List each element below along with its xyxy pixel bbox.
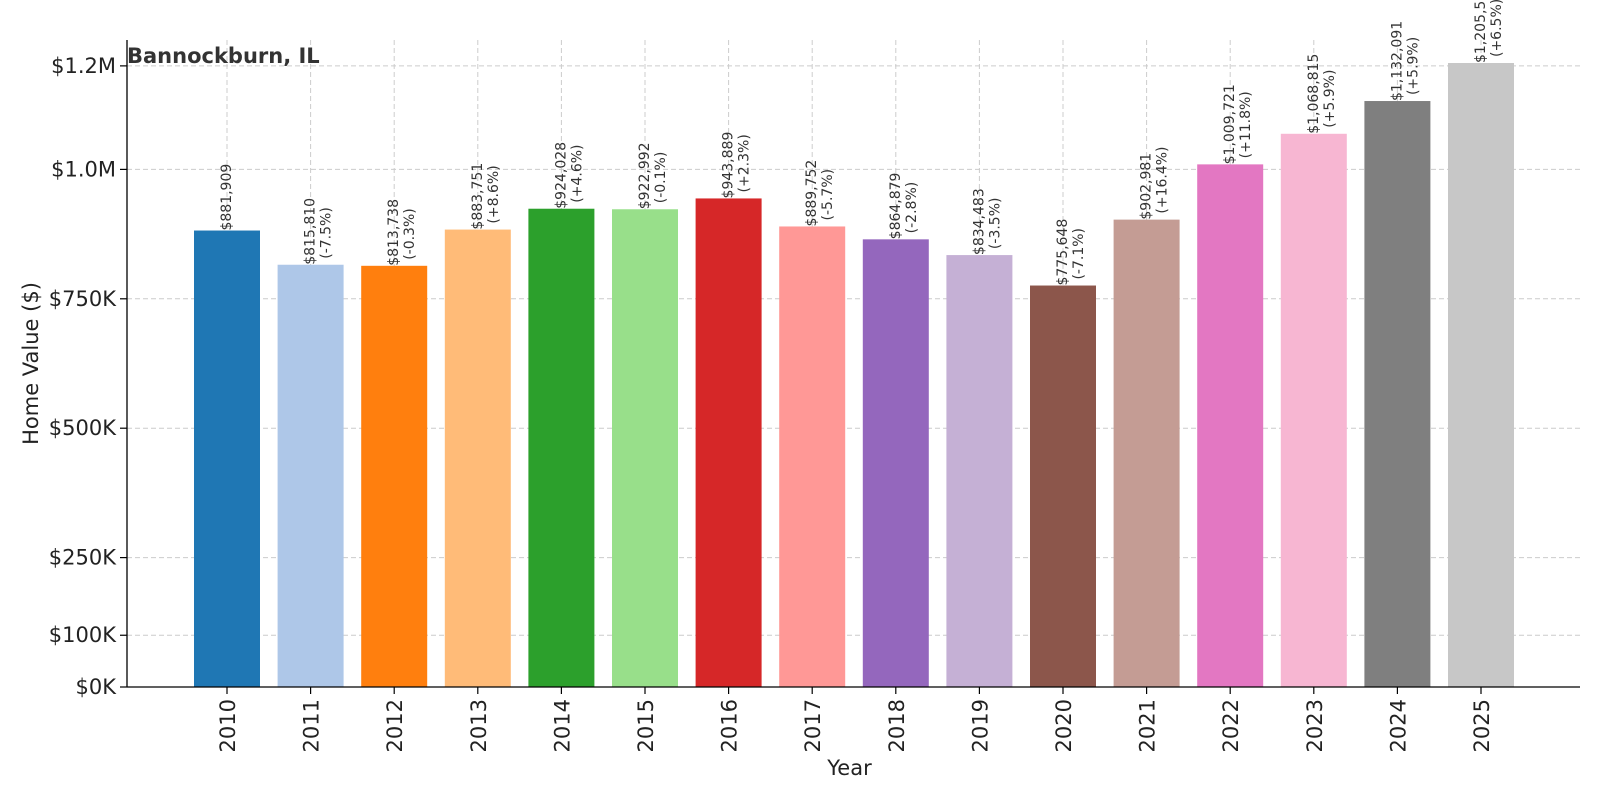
bar bbox=[946, 255, 1013, 687]
y-tick-label: $250K bbox=[49, 546, 117, 570]
bar bbox=[862, 239, 929, 687]
y-tick-label: $1.2M bbox=[51, 54, 116, 78]
bar bbox=[444, 229, 511, 687]
bar bbox=[1113, 219, 1180, 687]
grid-lines bbox=[127, 40, 1580, 687]
bar bbox=[1197, 164, 1264, 687]
data-labels: $881,909 $815,810 (-7.5%) $813,738 (-0.3%) $8… bbox=[219, 0, 1505, 286]
value-label: $813,738 bbox=[386, 199, 402, 266]
change-label: (+4.6%) bbox=[569, 144, 585, 202]
x-tick-label: 2025 bbox=[1470, 699, 1494, 752]
change-label: (+6.5%) bbox=[1489, 0, 1505, 57]
change-label: (+2.3%) bbox=[737, 134, 753, 192]
y-tick-label: $500K bbox=[49, 416, 117, 440]
x-tick-label: 2013 bbox=[467, 699, 491, 752]
value-label: $1,009,721 bbox=[1222, 84, 1238, 164]
value-label: $815,810 bbox=[303, 198, 319, 265]
x-tick-label: 2019 bbox=[968, 699, 992, 752]
value-label: $902,981 bbox=[1139, 153, 1155, 220]
value-label: $924,028 bbox=[553, 142, 569, 209]
bar bbox=[1280, 133, 1347, 687]
x-tick-label: 2012 bbox=[383, 699, 407, 752]
value-label: $889,752 bbox=[804, 160, 820, 227]
bar bbox=[1030, 285, 1096, 687]
bar bbox=[277, 264, 344, 687]
bar bbox=[695, 198, 762, 687]
value-label: $1,068,815 bbox=[1306, 54, 1322, 134]
value-label: $834,483 bbox=[971, 188, 987, 255]
change-label: (-7.1%) bbox=[1071, 228, 1087, 280]
bar bbox=[194, 230, 260, 687]
change-label: (-3.5%) bbox=[987, 198, 1003, 250]
chart-title: Bannockburn, IL bbox=[127, 44, 320, 68]
value-label: $1,205,551 bbox=[1473, 0, 1489, 63]
x-axis-label: Year bbox=[826, 756, 872, 780]
x-tick-label: 2014 bbox=[550, 699, 574, 752]
x-tick-label: 2020 bbox=[1052, 699, 1076, 752]
value-label: $775,648 bbox=[1055, 219, 1071, 286]
x-tick-label: 2010 bbox=[216, 699, 240, 752]
bar bbox=[1364, 101, 1431, 687]
y-tick-label: $0K bbox=[76, 675, 118, 699]
change-label: (+5.9%) bbox=[1322, 70, 1338, 128]
bar bbox=[1448, 63, 1514, 688]
x-tick-label: 2015 bbox=[634, 699, 658, 752]
y-tick-label: $750K bbox=[49, 287, 117, 311]
change-label: (+8.6%) bbox=[486, 165, 502, 223]
change-label: (+11.8%) bbox=[1238, 91, 1254, 158]
value-label: $864,879 bbox=[888, 173, 904, 240]
y-tick-label: $1.0M bbox=[51, 157, 116, 181]
x-tick-label: 2023 bbox=[1303, 699, 1327, 752]
value-label: $1,132,091 bbox=[1389, 21, 1405, 101]
x-tick-label: 2022 bbox=[1219, 699, 1243, 752]
value-label: $922,992 bbox=[637, 142, 653, 209]
x-tick-label: 2016 bbox=[718, 699, 742, 752]
value-label: $881,909 bbox=[219, 164, 235, 231]
x-tick-label: 2011 bbox=[300, 699, 324, 752]
x-tick-label: 2021 bbox=[1136, 699, 1160, 752]
change-label: (-7.5%) bbox=[319, 207, 335, 259]
change-label: (+16.4%) bbox=[1155, 146, 1171, 213]
change-label: (-2.8%) bbox=[904, 182, 920, 234]
bar bbox=[779, 226, 846, 688]
bar bbox=[528, 208, 595, 687]
bar bbox=[361, 265, 428, 687]
bar bbox=[612, 209, 678, 687]
x-tick-label: 2017 bbox=[801, 699, 825, 752]
change-label: (-0.1%) bbox=[653, 152, 669, 204]
axes: $0K $100K $250K $500K $750K $1.0M $1.2M 2010 201… bbox=[19, 40, 1580, 780]
change-label: (-0.3%) bbox=[402, 208, 418, 260]
y-tick-label: $100K bbox=[49, 623, 117, 647]
x-tick-label: 2018 bbox=[885, 699, 909, 752]
y-axis-label: Home Value ($) bbox=[19, 282, 43, 445]
x-tick-label: 2024 bbox=[1386, 699, 1410, 752]
value-label: $943,889 bbox=[721, 132, 737, 199]
change-label: (+5.9%) bbox=[1405, 37, 1421, 95]
bars bbox=[194, 63, 1514, 688]
value-label: $883,751 bbox=[470, 163, 486, 230]
change-label: (-5.7%) bbox=[820, 169, 836, 221]
